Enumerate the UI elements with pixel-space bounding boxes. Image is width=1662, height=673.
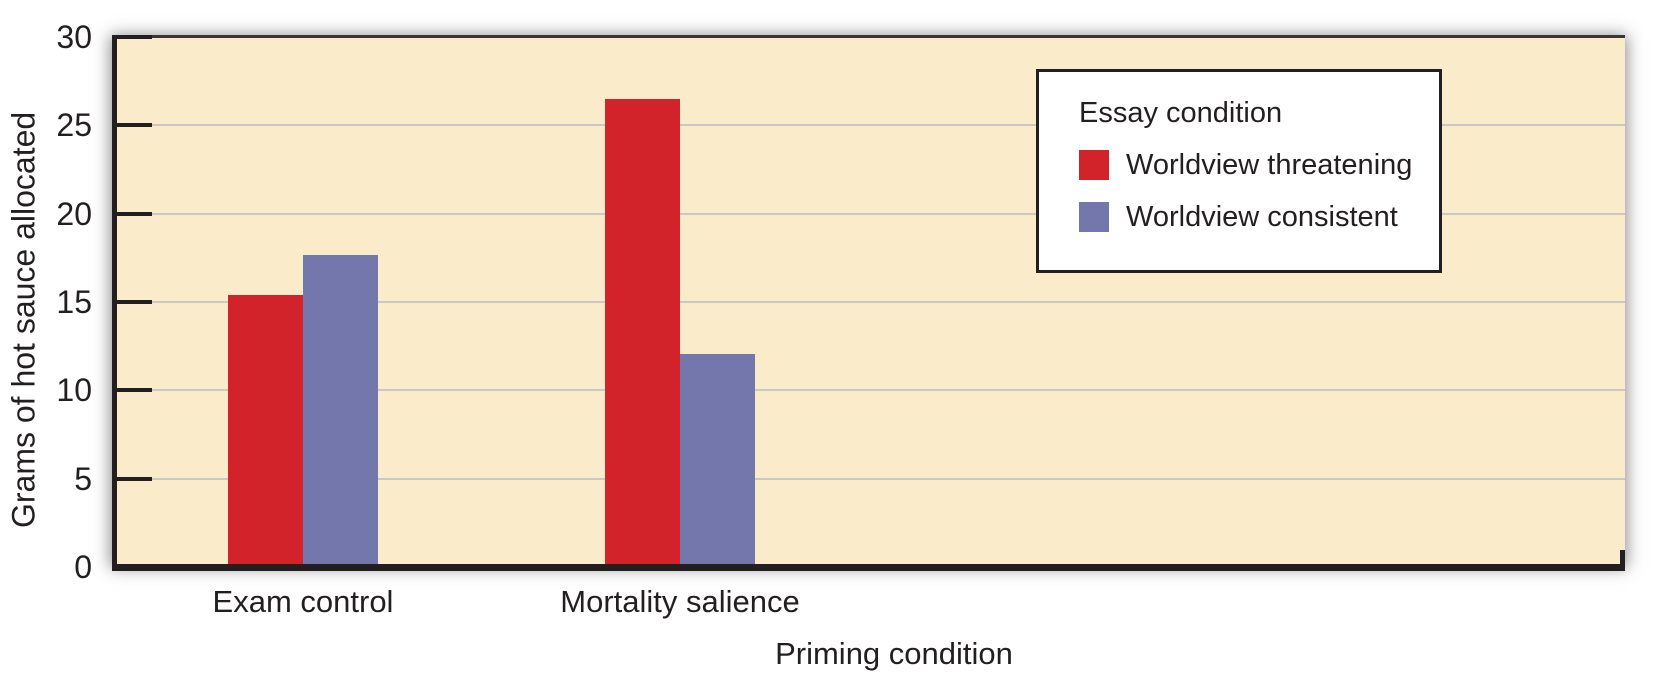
legend-title: Essay condition — [1079, 97, 1283, 129]
bar-mortality-salience-worldview-consistent — [680, 354, 755, 564]
legend-row-worldview-consistent: Worldview consistent — [1079, 202, 1439, 232]
y-tick-20 — [112, 212, 152, 216]
x-axis-corner — [1620, 550, 1625, 566]
y-tick-label-30: 30 — [56, 19, 92, 55]
y-tick-label-15: 15 — [56, 284, 92, 320]
y-tick-30 — [112, 35, 152, 39]
gridline-10 — [117, 389, 1625, 391]
x-axis-line — [112, 564, 1625, 571]
y-tick-label-20: 20 — [56, 196, 92, 232]
legend-row-worldview-threatening: Worldview threatening — [1079, 150, 1439, 180]
legend-label-worldview-consistent: Worldview consistent — [1126, 201, 1398, 233]
gridline-5 — [117, 478, 1625, 480]
gridline-15 — [117, 301, 1625, 303]
y-tick-label-25: 25 — [56, 107, 92, 143]
legend-label-worldview-threatening: Worldview threatening — [1126, 149, 1413, 181]
y-tick-15 — [112, 300, 152, 304]
legend: Essay condition Worldview threatening Wor… — [1036, 69, 1442, 273]
legend-rows: Worldview threatening Worldview consisten… — [1079, 150, 1439, 232]
y-tick-label-0: 0 — [74, 549, 92, 585]
gridline-20 — [117, 213, 1625, 215]
bar-mortality-salience-worldview-threatening — [605, 99, 680, 564]
bar-exam-control-worldview-consistent — [303, 255, 378, 564]
legend-swatch-worldview-threatening — [1079, 150, 1109, 180]
y-tick-label-5: 5 — [74, 461, 92, 497]
gridline-25 — [117, 124, 1625, 126]
y-tick-label-10: 10 — [56, 372, 92, 408]
bar-exam-control-worldview-threatening — [228, 295, 303, 564]
x-tick-label-exam-control: Exam control — [212, 584, 394, 619]
y-tick-5 — [112, 477, 152, 481]
x-tick-label-mortality-salience: Mortality salience — [560, 584, 800, 619]
legend-swatch-worldview-consistent — [1079, 202, 1109, 232]
y-tick-25 — [112, 123, 152, 127]
y-axis-title: Grams of hot sauce allocated — [5, 111, 42, 529]
x-axis-title: Priming condition — [775, 636, 1013, 671]
y-tick-10 — [112, 388, 152, 392]
